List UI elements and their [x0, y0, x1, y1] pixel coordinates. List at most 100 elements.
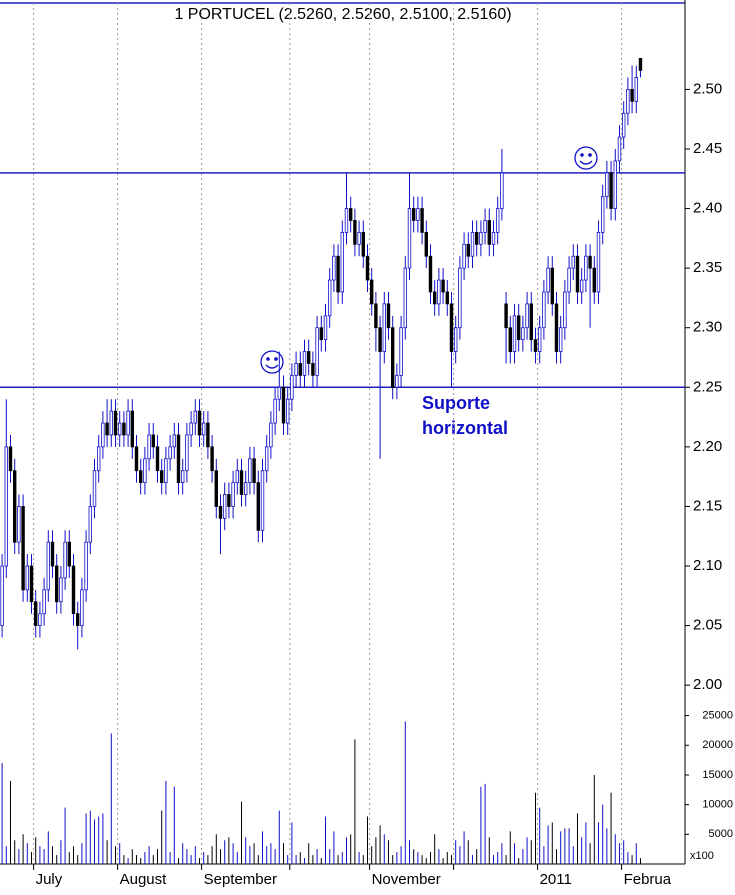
candle-body	[315, 327, 319, 376]
smiley	[260, 350, 284, 374]
candle-body	[8, 446, 13, 472]
candle-body	[344, 208, 349, 233]
candle-body	[382, 303, 386, 352]
candle-body	[273, 398, 277, 424]
candle-body	[323, 315, 328, 341]
candle-body	[38, 613, 42, 626]
candle-body	[516, 315, 521, 341]
candle-body	[332, 255, 336, 281]
candle-body	[575, 255, 580, 293]
candle-body	[109, 410, 113, 436]
candle-body	[63, 541, 67, 579]
candle-body	[432, 291, 437, 305]
y-tick-label: 2.20	[693, 438, 722, 455]
candle-body	[613, 160, 617, 209]
y-tick-label: 2.45	[693, 140, 722, 157]
candle-body	[558, 327, 563, 352]
candle-body	[416, 208, 420, 221]
candle-body	[285, 398, 290, 424]
chart-title: 1 PORTUCEL (2.5260, 2.5260, 2.5100, 2.51…	[174, 6, 511, 23]
candle-body	[172, 434, 176, 448]
candle-body	[290, 374, 294, 400]
volume-tick-label: 15000	[702, 769, 733, 781]
candle-body	[369, 279, 374, 305]
candle-body	[80, 589, 84, 626]
candle-body	[483, 220, 487, 233]
candle-body	[84, 541, 88, 591]
candle-body	[458, 267, 462, 329]
y-tick-label: 2.50	[693, 80, 722, 97]
candle-body	[470, 231, 475, 257]
y-tick-label: 2.25	[693, 378, 722, 395]
candle-body	[126, 410, 130, 436]
candle-body	[164, 458, 168, 484]
candle-body	[277, 386, 281, 400]
candle-body	[386, 303, 391, 329]
candle-body	[210, 446, 214, 472]
volume-tick-label: 5000	[709, 828, 733, 840]
candle-body	[411, 208, 416, 221]
candle-body	[374, 303, 378, 329]
candle-body	[479, 231, 483, 245]
annotation: Suporte	[422, 393, 490, 413]
candle-body	[357, 231, 361, 245]
candle-body	[521, 327, 525, 341]
candle-body	[122, 422, 126, 436]
candle-body	[231, 482, 235, 507]
candle-body	[340, 231, 344, 293]
y-tick-label: 2.30	[693, 319, 722, 336]
candle-body	[25, 565, 30, 591]
candle-body	[567, 267, 571, 293]
candle-body	[29, 565, 34, 603]
candle-body	[159, 470, 164, 484]
y-tick-label: 2.40	[693, 200, 722, 217]
candle-body	[365, 255, 370, 281]
candle-body	[474, 231, 479, 245]
candle-body	[92, 470, 97, 507]
candle-body	[193, 410, 197, 424]
volume-tick-label: 10000	[702, 799, 733, 811]
candle-body	[399, 327, 403, 376]
x-tick-label: July	[36, 871, 63, 888]
candle-body	[445, 291, 449, 305]
candle-body	[437, 279, 441, 305]
candle-body	[630, 89, 634, 102]
candle-body	[54, 565, 59, 603]
candle-body	[4, 446, 9, 567]
candle-body	[554, 303, 559, 352]
candle-body	[617, 136, 622, 162]
candle-body	[609, 172, 613, 209]
candle-body	[0, 565, 4, 626]
candle-body	[495, 208, 500, 233]
candle-body	[546, 267, 550, 293]
candle-body	[71, 565, 76, 615]
candle-body	[227, 494, 231, 507]
x-tick-label: 2011	[540, 871, 572, 888]
candle-body	[571, 255, 575, 269]
candle-body	[600, 196, 605, 233]
candle-body	[218, 506, 223, 519]
y-tick-label: 2.10	[693, 557, 722, 574]
candle-body	[168, 446, 172, 460]
candle-body	[201, 422, 206, 436]
candle-body	[138, 470, 143, 484]
smiley	[574, 146, 598, 170]
candle-body	[466, 243, 470, 257]
candle-body	[449, 303, 454, 352]
candle-body	[248, 458, 252, 484]
candle-body	[638, 58, 643, 71]
candle-body	[441, 279, 445, 293]
volume-unit: x100	[690, 850, 714, 862]
candle-body	[88, 506, 92, 543]
candle-body	[281, 386, 286, 424]
candle-body	[252, 458, 256, 484]
candle-body	[105, 422, 109, 436]
y-tick-label: 2.00	[693, 676, 722, 693]
x-tick-label: September	[204, 871, 277, 888]
candle-body	[403, 267, 407, 329]
candle-body	[189, 422, 193, 436]
candle-body	[529, 303, 533, 341]
